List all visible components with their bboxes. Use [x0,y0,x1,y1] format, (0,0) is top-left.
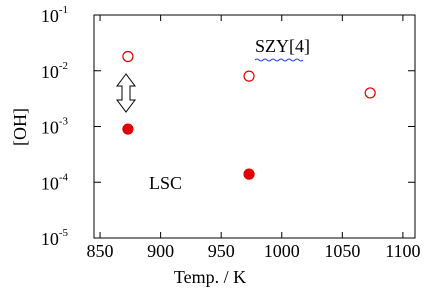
y-tick-label: 10-5 [41,227,69,250]
x-tick-label: 950 [208,241,235,261]
x-tick-label: 1050 [324,241,360,261]
y-axis-label: [OH] [10,108,30,146]
y-tick-label: 10-3 [41,115,69,138]
x-tick-label: 900 [147,241,174,261]
y-tick-power: -3 [59,115,69,127]
y-tick-base: 10 [41,6,59,26]
point [122,50,134,63]
y-tick-power: -2 [59,59,68,71]
y-tick-power: -4 [59,171,69,183]
x-tick-label: 1100 [385,241,420,261]
y-tick-label: 10-2 [41,59,68,82]
arrow [116,73,136,113]
series-annotation: LSC [149,173,182,193]
y-tick-base: 10 [41,118,59,138]
y-tick-base: 10 [41,173,59,193]
x-axis-label: Temp. / K [174,267,246,287]
point [364,87,376,99]
y-tick-label: 10-1 [41,4,68,27]
series-annotation: SZY[4] [255,36,310,56]
x-tick-label: 850 [87,241,114,261]
y-tick-base: 10 [41,62,59,82]
point [243,168,255,180]
y-tick-label: 10-4 [41,171,69,194]
x-tick-label: 1000 [264,241,300,261]
underline [254,58,304,62]
point [122,123,134,135]
y-tick-power: -5 [59,227,69,239]
y-tick-power: -1 [59,4,68,16]
y-tick-base: 10 [41,229,59,249]
point [243,70,255,82]
